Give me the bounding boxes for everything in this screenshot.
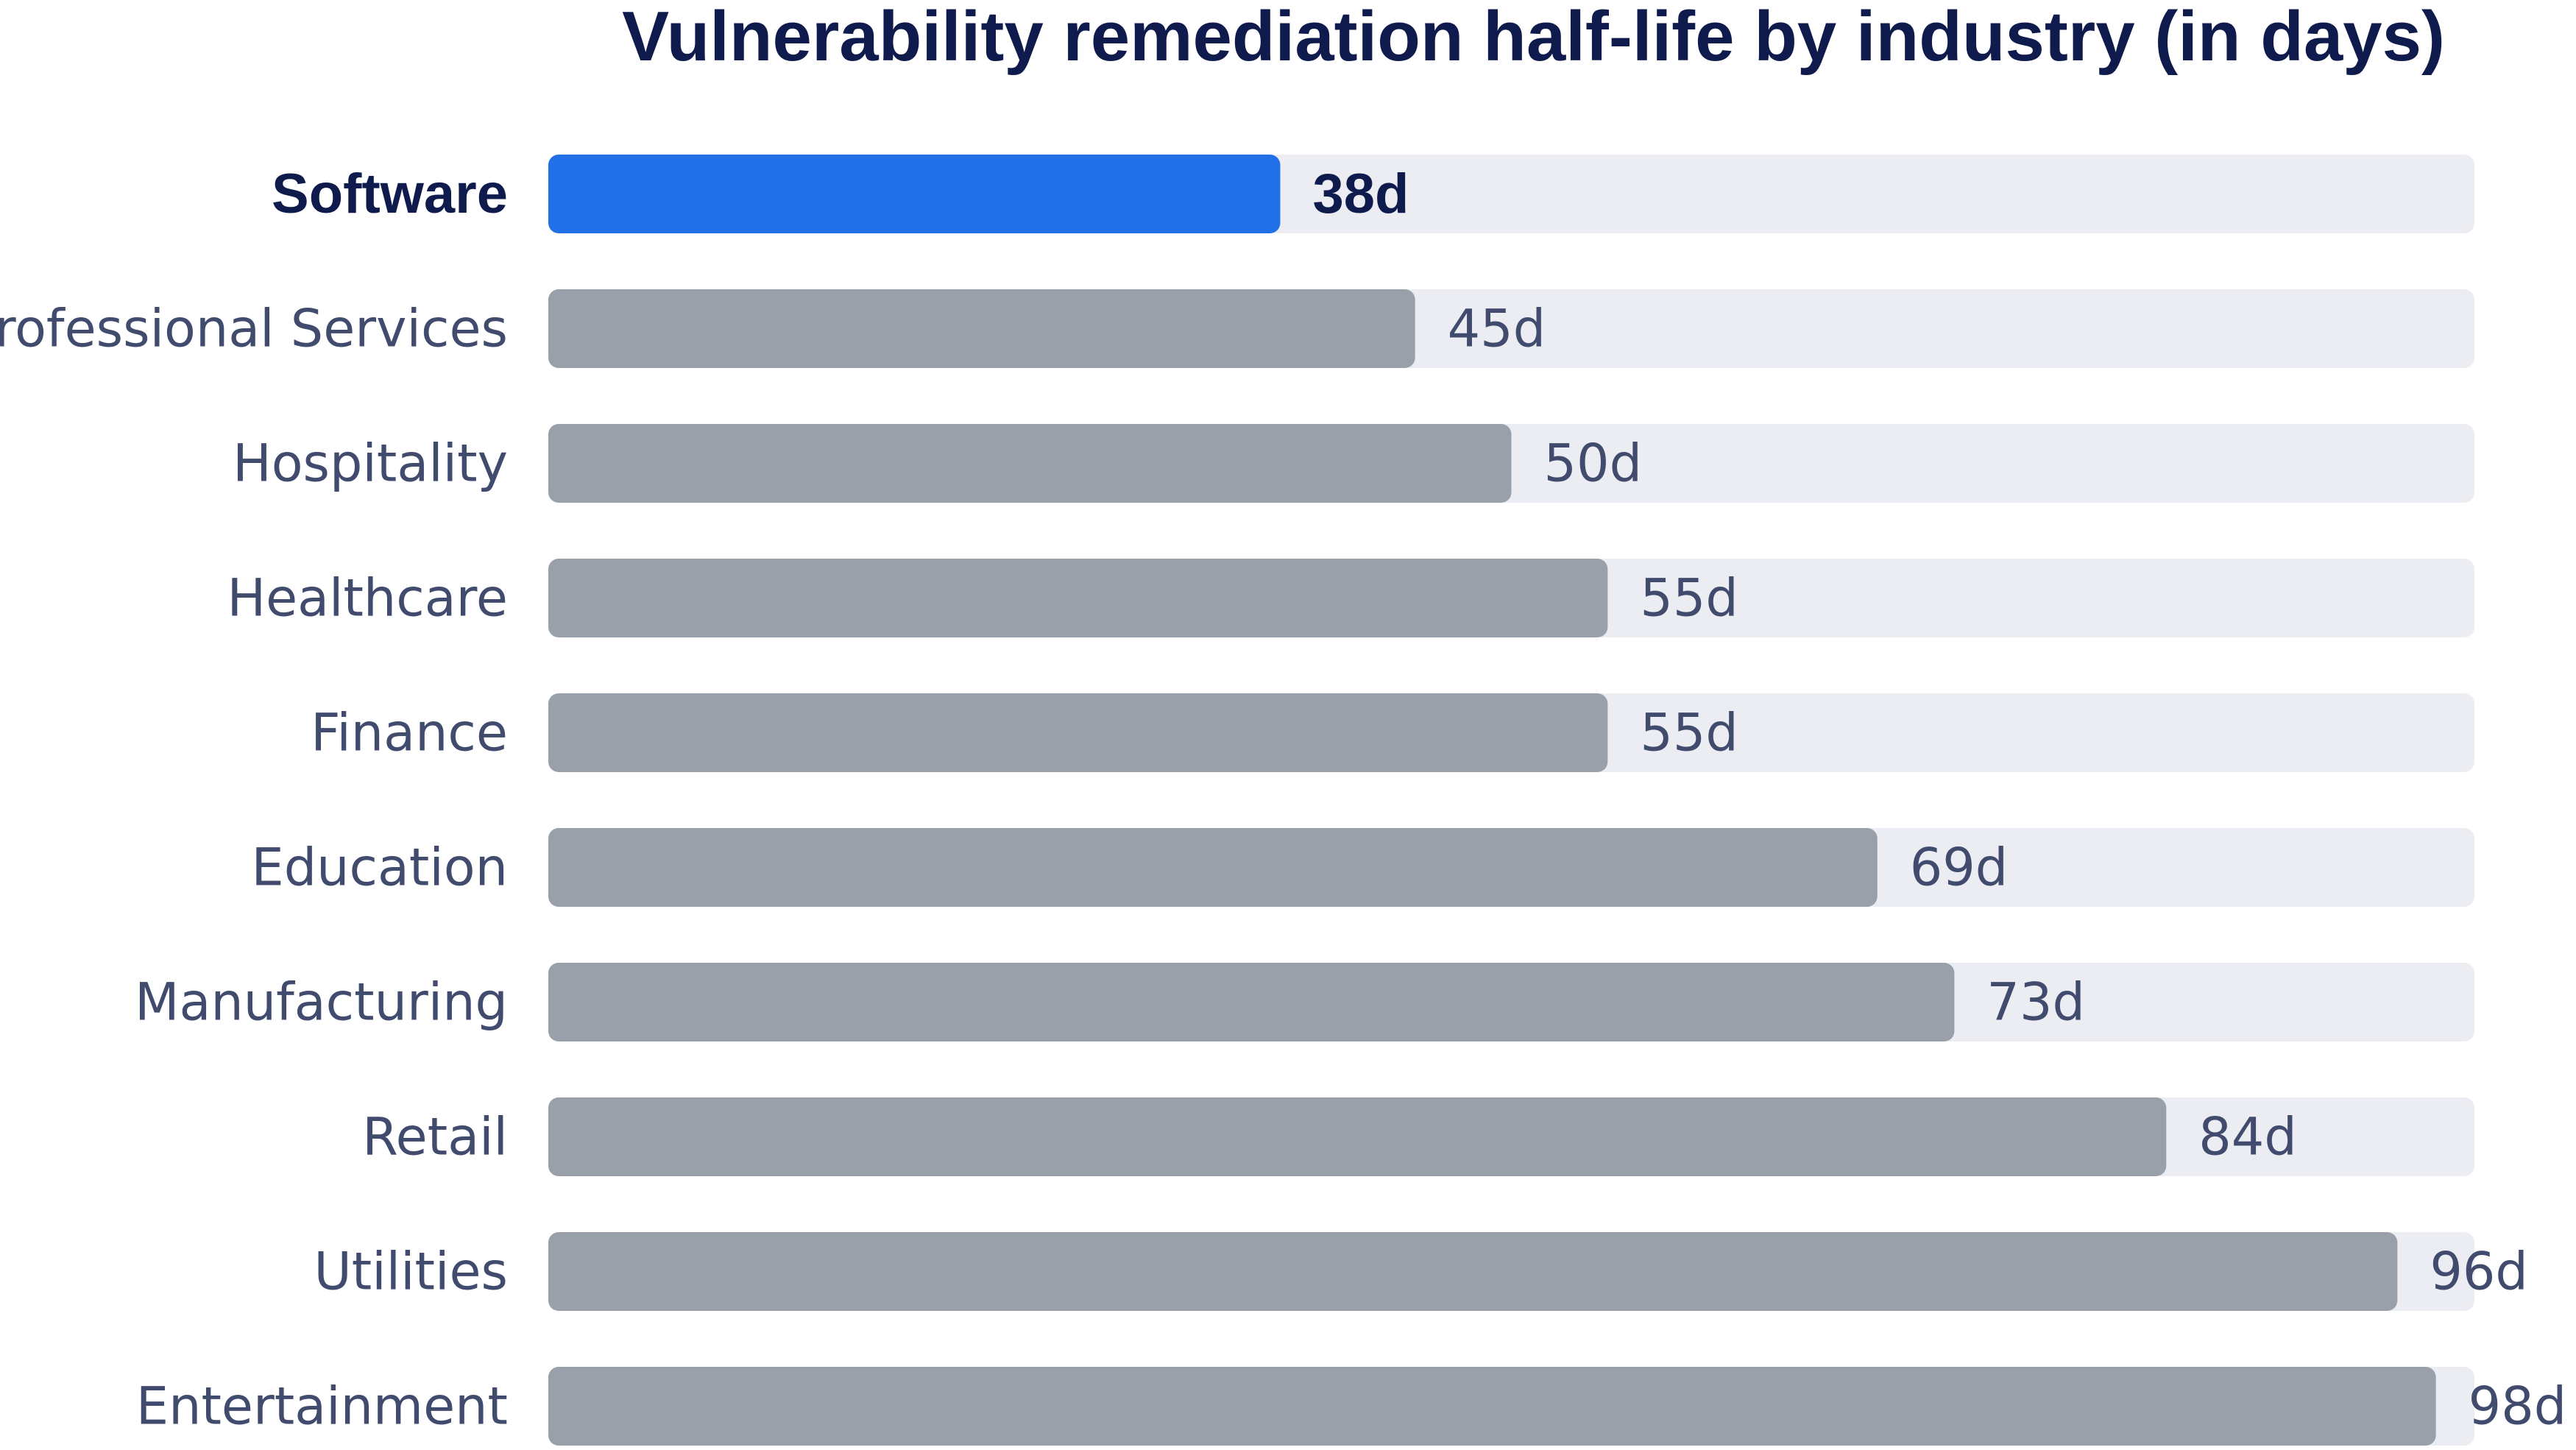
bar (548, 289, 1415, 368)
bar (548, 155, 1281, 233)
bar (548, 424, 1512, 503)
bar-rows: Software 38d Professional Services 45d Hospi… (0, 155, 2566, 1446)
bar (548, 828, 1878, 907)
category-label: Education (252, 838, 509, 898)
category-label: Software (272, 163, 508, 225)
category-label: Professional Services (0, 299, 508, 359)
value-label: 96d (2430, 1242, 2528, 1302)
value-label: 38d (1312, 163, 1409, 225)
category-label: Finance (311, 703, 508, 763)
value-label: 69d (1910, 838, 2009, 898)
value-label: 45d (1448, 299, 1546, 359)
bar (548, 559, 1608, 637)
category-label: Hospitality (233, 434, 508, 494)
value-label: 84d (2198, 1107, 2297, 1167)
value-label: 98d (2469, 1376, 2567, 1437)
value-label: 55d (1640, 703, 1738, 763)
bar (548, 693, 1608, 772)
category-label: Retail (362, 1107, 508, 1167)
chart-title: Vulnerability remediation half-life by i… (622, 0, 2445, 76)
value-label: 50d (1544, 434, 1643, 494)
bar (548, 1097, 2167, 1176)
value-label: 73d (1986, 972, 2085, 1033)
category-label: Utilities (314, 1242, 508, 1302)
bar (548, 1232, 2398, 1311)
category-label: Manufacturing (135, 972, 508, 1033)
value-label: 55d (1640, 568, 1738, 629)
category-label: Healthcare (227, 568, 508, 629)
bar (548, 963, 1955, 1041)
category-label: Entertainment (136, 1376, 508, 1437)
bar (548, 1367, 2436, 1446)
